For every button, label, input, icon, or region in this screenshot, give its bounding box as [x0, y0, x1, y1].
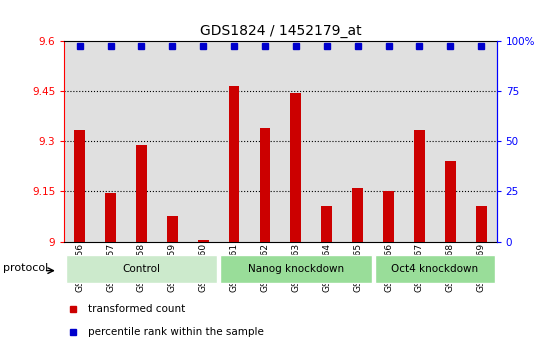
Bar [466, 41, 497, 242]
Bar [383, 191, 394, 242]
Bar [435, 41, 466, 242]
Bar [311, 41, 342, 242]
Bar [95, 41, 126, 242]
Bar [198, 240, 209, 241]
Bar [187, 41, 219, 242]
Bar [290, 93, 301, 241]
Bar [280, 41, 311, 242]
Bar [74, 130, 85, 242]
Text: percentile rank within the sample: percentile rank within the sample [88, 327, 264, 337]
Bar [229, 87, 239, 241]
Text: Nanog knockdown: Nanog knockdown [248, 264, 344, 274]
Bar [157, 41, 187, 242]
Bar [136, 145, 147, 242]
Bar [352, 188, 363, 241]
Bar [219, 41, 249, 242]
Bar [321, 207, 332, 242]
Bar [167, 217, 177, 241]
Bar [105, 193, 116, 242]
Bar [249, 41, 280, 242]
Bar [373, 41, 404, 242]
Bar [476, 207, 487, 242]
Text: transformed count: transformed count [88, 304, 185, 314]
Text: Control: Control [122, 264, 160, 274]
Bar [66, 255, 217, 283]
Text: protocol: protocol [3, 263, 49, 273]
Bar [404, 41, 435, 242]
Bar [445, 161, 456, 242]
Title: GDS1824 / 1452179_at: GDS1824 / 1452179_at [200, 23, 361, 38]
Bar [126, 41, 157, 242]
Bar [374, 255, 495, 283]
Bar [220, 255, 372, 283]
Text: Oct4 knockdown: Oct4 knockdown [391, 264, 478, 274]
Bar [259, 128, 271, 242]
Bar [342, 41, 373, 242]
Bar [64, 41, 95, 242]
Bar [414, 130, 425, 242]
